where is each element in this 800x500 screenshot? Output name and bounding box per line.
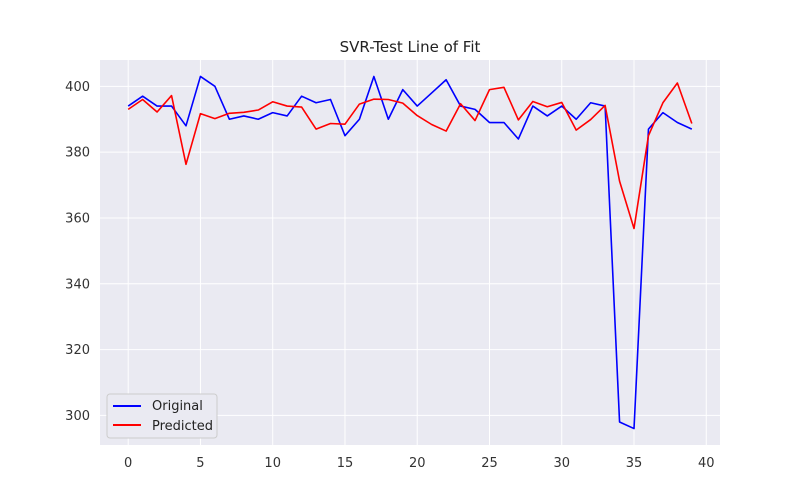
series-line-predicted xyxy=(127,82,693,230)
x-tick-label: 5 xyxy=(196,456,204,471)
y-tick-label: 340 xyxy=(65,277,90,292)
x-tick-label: 10 xyxy=(264,456,281,471)
chart-title: SVR-Test Line of Fit xyxy=(340,38,481,56)
y-tick-label: 380 xyxy=(65,146,90,161)
tick-labels: 0 5 10 15 20 25 30 35 40 300 320 340 360 380 400 xyxy=(65,80,714,471)
y-tick-label: 400 xyxy=(65,80,90,95)
y-tick-label: 360 xyxy=(65,211,90,226)
legend-label-original: Original xyxy=(152,399,203,414)
x-tick-label: 20 xyxy=(409,456,426,471)
x-tick-label: 30 xyxy=(553,456,570,471)
x-tick-label: 25 xyxy=(481,456,498,471)
series-layer xyxy=(127,75,693,430)
y-tick-label: 300 xyxy=(65,409,90,424)
x-tick-label: 35 xyxy=(626,456,643,471)
legend: Original Predicted xyxy=(106,393,218,439)
legend-label-predicted: Predicted xyxy=(152,419,213,434)
series-line-original xyxy=(127,75,693,430)
x-tick-label: 15 xyxy=(337,456,354,471)
x-tick-label: 40 xyxy=(698,456,715,471)
x-tick-label: 0 xyxy=(124,456,132,471)
plot-area xyxy=(100,60,720,445)
y-tick-label: 320 xyxy=(65,343,90,358)
